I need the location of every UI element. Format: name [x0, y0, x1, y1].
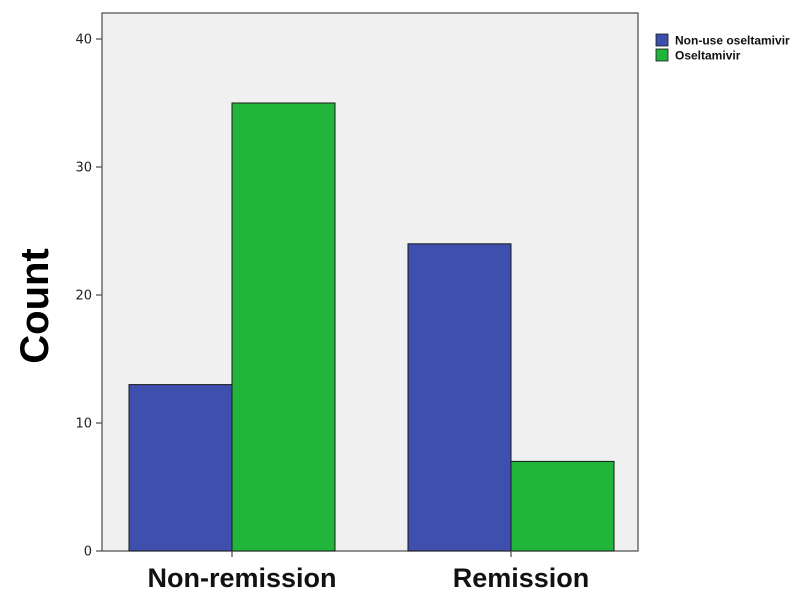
y-tick-label: 0 — [84, 545, 92, 560]
y-tick-label: 20 — [75, 289, 92, 304]
legend-swatch — [655, 48, 669, 62]
bars-group — [128, 102, 615, 552]
x-category-label: Remission — [453, 563, 590, 592]
y-axis-title: Count — [13, 248, 57, 364]
bar-remission-non-use-oseltamivir — [407, 243, 512, 552]
y-axis: 0 10 20 30 40 — [75, 33, 102, 560]
x-category-label: Non-remission — [147, 563, 336, 592]
y-tick-label: 40 — [75, 33, 92, 48]
legend-label: Non-use oseltamivir — [675, 34, 790, 48]
bar-non-remission-non-use-oseltamivir — [128, 384, 233, 552]
legend-label: Oseltamivir — [675, 49, 741, 63]
y-tick-label: 30 — [75, 161, 92, 176]
y-tick-label: 10 — [75, 417, 92, 432]
bar-non-remission-oseltamivir — [231, 102, 336, 552]
x-axis: Non-remission Remission — [147, 551, 589, 592]
legend-swatch — [655, 33, 669, 47]
bar-remission-oseltamivir — [510, 460, 615, 552]
